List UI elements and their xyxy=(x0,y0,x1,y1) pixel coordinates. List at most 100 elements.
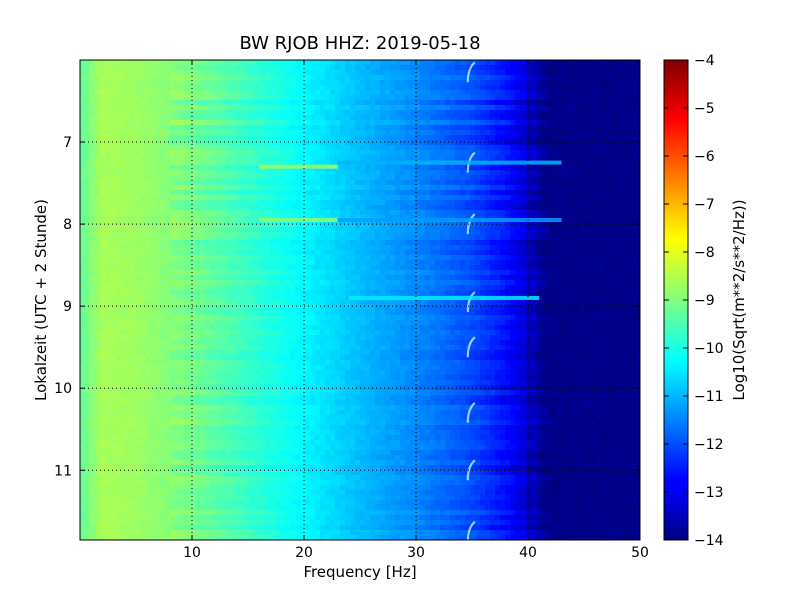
heatmap-cell xyxy=(635,240,640,246)
heatmap-cell xyxy=(365,110,371,116)
heatmap-cell xyxy=(265,105,271,111)
heatmap-cell xyxy=(155,180,161,186)
heatmap-cell xyxy=(490,230,496,236)
heatmap-cell xyxy=(455,120,461,126)
heatmap-cell xyxy=(285,200,291,206)
heatmap-cell xyxy=(430,200,436,206)
heatmap-cell xyxy=(270,150,276,156)
heatmap-cell xyxy=(80,175,86,181)
heatmap-cell xyxy=(515,115,521,121)
heatmap-cell xyxy=(375,240,381,246)
heatmap-cell xyxy=(90,175,96,181)
heatmap-cell xyxy=(345,105,351,111)
heatmap-cell xyxy=(205,140,211,146)
heatmap-cell xyxy=(80,255,86,261)
heatmap-cell xyxy=(550,215,556,221)
heatmap-cell xyxy=(560,90,566,96)
heatmap-cell xyxy=(545,60,551,66)
heatmap-cell xyxy=(295,160,301,166)
heatmap-cell xyxy=(535,220,541,226)
heatmap-cell xyxy=(385,140,391,146)
heatmap-cell xyxy=(120,95,126,101)
heatmap-cell xyxy=(615,190,621,196)
heatmap-cell xyxy=(135,250,141,256)
heatmap-cell xyxy=(620,100,626,106)
heatmap-cell xyxy=(625,220,631,226)
heatmap-cell xyxy=(565,260,571,266)
heatmap-cell xyxy=(370,235,376,241)
heatmap-cell xyxy=(335,210,341,216)
heatmap-cell xyxy=(425,100,431,106)
heatmap-cell xyxy=(160,175,166,181)
heatmap-cell xyxy=(160,165,166,171)
heatmap-cell xyxy=(210,260,216,266)
heatmap-cell xyxy=(485,215,491,221)
heatmap-cell xyxy=(100,225,106,231)
heatmap-cell xyxy=(500,155,506,161)
heatmap-cell xyxy=(580,65,586,71)
heatmap-cell xyxy=(430,70,436,76)
heatmap-cell xyxy=(600,105,606,111)
heatmap-cell xyxy=(495,130,501,136)
heatmap-cell xyxy=(345,95,351,101)
chart-title: BW RJOB HHZ: 2019-05-18 xyxy=(239,33,480,54)
heatmap-cell xyxy=(120,205,126,211)
heatmap-cell xyxy=(90,255,96,261)
heatmap-cell xyxy=(305,235,311,241)
heatmap-cell xyxy=(290,220,296,226)
heatmap-cell xyxy=(280,260,286,266)
heatmap-cell xyxy=(510,170,516,176)
heatmap-cell xyxy=(100,185,106,191)
heatmap-cell xyxy=(445,220,451,226)
heatmap-cell xyxy=(415,140,421,146)
heatmap-cell xyxy=(190,105,196,111)
heatmap-cell xyxy=(140,135,146,141)
heatmap-cell xyxy=(160,150,166,156)
heatmap-cell xyxy=(145,245,151,251)
heatmap-cell xyxy=(230,230,236,236)
heatmap-cell xyxy=(440,260,446,266)
heatmap-cell xyxy=(95,105,101,111)
heatmap-cell xyxy=(490,220,496,226)
heatmap-cell xyxy=(170,185,176,191)
heatmap-cell xyxy=(350,170,356,176)
heatmap-cell xyxy=(420,195,426,201)
heatmap-cell xyxy=(190,270,196,276)
heatmap-cell xyxy=(505,100,511,106)
heatmap-cell xyxy=(345,175,351,181)
heatmap-cell xyxy=(575,165,581,171)
heatmap-cell xyxy=(85,185,91,191)
heatmap-cell xyxy=(330,245,336,251)
heatmap-cell xyxy=(535,95,541,101)
heatmap-cell xyxy=(340,125,346,131)
heatmap-cell xyxy=(545,105,551,111)
heatmap-cell xyxy=(190,155,196,161)
heatmap-cell xyxy=(510,105,516,111)
heatmap-cell xyxy=(410,185,416,191)
heatmap-cell xyxy=(625,95,631,101)
heatmap-cell xyxy=(450,100,456,106)
heatmap-cell xyxy=(530,205,536,211)
heatmap-cell xyxy=(420,210,426,216)
heatmap-cell xyxy=(460,175,466,181)
heatmap-cell xyxy=(235,225,241,231)
heatmap-cell xyxy=(150,180,156,186)
heatmap-cell xyxy=(490,185,496,191)
heatmap-cell xyxy=(515,165,521,171)
heatmap-cell xyxy=(245,215,251,221)
heatmap-cell xyxy=(535,170,541,176)
heatmap-cell xyxy=(95,205,101,211)
heatmap-cell xyxy=(140,275,146,281)
heatmap-cell xyxy=(495,230,501,236)
heatmap-cell xyxy=(305,225,311,231)
heatmap-cell xyxy=(470,110,476,116)
heatmap-cell xyxy=(600,275,606,281)
heatmap-cell xyxy=(615,235,621,241)
heatmap-cell xyxy=(355,270,361,276)
heatmap-cell xyxy=(590,195,596,201)
heatmap-cell xyxy=(90,200,96,206)
heatmap-cell xyxy=(85,110,91,116)
heatmap-cell xyxy=(155,260,161,266)
heatmap-cell xyxy=(150,190,156,196)
heatmap-cell xyxy=(165,140,171,146)
